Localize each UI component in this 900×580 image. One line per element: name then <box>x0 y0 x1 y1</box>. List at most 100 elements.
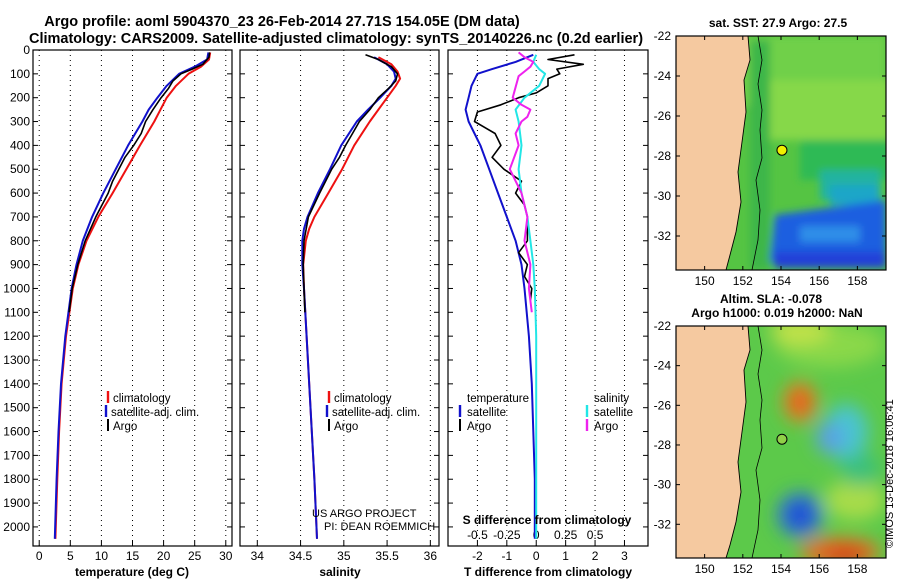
map-y-tick-label: -24 <box>654 69 672 83</box>
y-tick-label: 1400 <box>3 377 30 391</box>
salinity-legend: climatology satellite-adj. clim. Argo <box>325 391 420 433</box>
x-tick-label: 35 <box>337 549 351 563</box>
legend-temperature-title: temperature <box>467 393 529 405</box>
s-tick-label: -0.5 <box>467 528 488 542</box>
sst-land-mass <box>676 36 750 270</box>
s-difference-label: S difference from climatology <box>463 513 632 527</box>
temperature-legend: climatology satellite-adj. clim. Argo <box>104 391 199 433</box>
sst-coastline <box>725 36 751 270</box>
y-tick-label: 1600 <box>3 425 30 439</box>
x-tick-label: 2 <box>592 549 599 563</box>
legend-satellite-adj: satellite-adj. clim. <box>332 407 420 419</box>
sla-land-mass <box>676 326 750 558</box>
salinity-x-label: salinity <box>319 565 361 579</box>
y-tick-label: 700 <box>10 210 30 224</box>
x-tick-label: 34 <box>251 549 265 563</box>
salinity-plot-frame <box>239 49 440 547</box>
credit-pi: PI: DEAN ROEMMICH <box>324 521 435 533</box>
x-tick-label: 25 <box>188 549 202 563</box>
difference-axis-ticks: -2 -1 0 1 2 3-0.5 -0.25 0 0.25 0.5 <box>448 49 648 563</box>
y-tick-label: 1800 <box>3 472 30 486</box>
x-tick-label: 0 <box>533 549 540 563</box>
sla-map-axis-ticks: 150 152 154 156 158 -22 -24 -26 -28 -30 -32 <box>654 319 886 576</box>
map-y-tick-label: -26 <box>654 109 672 123</box>
x-tick-label: 35.5 <box>375 549 399 563</box>
x-tick-label: 0 <box>36 549 43 563</box>
salinity-axis-ticks: 34 34.5 35 35.5 36 <box>240 49 439 563</box>
map-y-tick-label: -28 <box>654 438 672 452</box>
sla-coastline <box>725 326 751 558</box>
x-tick-label: -2 <box>472 549 483 563</box>
map-x-tick-label: 158 <box>847 274 867 288</box>
x-tick-label: 30 <box>219 549 233 563</box>
y-tick-label: 1700 <box>3 448 30 462</box>
map-x-tick-label: 150 <box>695 562 715 576</box>
difference-legend: temperature satellite Argo salinity sate… <box>458 393 633 433</box>
legend-argo: Argo <box>113 421 137 433</box>
temperature-panel: 0 5 10 15 20 25 300100200300400500600700800900… <box>3 43 232 579</box>
map-y-tick-label: -32 <box>654 229 672 243</box>
temperature-plot-frame <box>32 49 233 547</box>
series-line-argo <box>68 52 211 313</box>
salinity-panel: 34 34.5 35 35.5 36 salinity climatology sate… <box>239 49 440 579</box>
sla-map-title-line1: Altim. SLA: -0.078 <box>720 292 822 306</box>
sst-map-field <box>676 36 886 270</box>
legend-temp-argo: Argo <box>467 421 491 433</box>
s-tick-label: -0.25 <box>493 528 521 542</box>
legend-climatology: climatology <box>113 393 171 405</box>
difference-series-lines <box>464 51 585 539</box>
y-tick-label: 1100 <box>4 305 30 319</box>
series-line-temperature-satellite <box>464 53 536 539</box>
sla-argo-location-marker <box>776 433 788 445</box>
temperature-series-lines <box>53 52 212 539</box>
salinity-gridlines <box>256 50 431 546</box>
y-tick-label: 800 <box>10 234 30 248</box>
map-y-tick-label: -30 <box>654 189 672 203</box>
sla-map-title-line2: Argo h1000: 0.019 h2000: NaN <box>691 306 862 320</box>
map-y-tick-label: -24 <box>654 359 672 373</box>
legend-salinity-title: salinity <box>594 393 629 405</box>
imos-watermark: ©IMOS 13-Dec-2018 16:06:41 <box>884 399 896 548</box>
y-tick-label: 1900 <box>3 496 30 510</box>
salinity-series-lines <box>301 54 402 539</box>
map-x-tick-label: 154 <box>771 274 791 288</box>
y-tick-label: 300 <box>10 115 30 129</box>
y-tick-label: 500 <box>10 162 30 176</box>
sst-map-panel: sat. SST: 27.9 Argo: 27.5 150 152 154 156 15… <box>654 16 887 288</box>
map-y-tick-label: -30 <box>654 478 672 492</box>
map-y-tick-label: -22 <box>654 29 672 43</box>
y-tick-label: 2000 <box>3 520 30 534</box>
x-tick-label: 1 <box>562 549 569 563</box>
map-x-tick-label: 156 <box>809 562 829 576</box>
temperature-x-label: temperature (deg C) <box>75 565 189 579</box>
map-x-tick-label: 154 <box>771 562 791 576</box>
legend-argo: Argo <box>334 421 358 433</box>
sla-map-panel: Altim. SLA: -0.078 Argo h1000: 0.019 h20… <box>654 292 887 576</box>
y-tick-label: 100 <box>10 67 30 81</box>
map-x-tick-label: 152 <box>733 562 753 576</box>
series-line-satellite-adj-clim- <box>301 56 397 539</box>
series-line-satellite-adj-clim- <box>53 52 210 539</box>
x-tick-label: 5 <box>67 549 74 563</box>
legend-sal-argo: Argo <box>594 421 618 433</box>
series-line-temperature-argo <box>473 54 585 301</box>
y-tick-label: 1300 <box>3 353 30 367</box>
sst-map-title: sat. SST: 27.9 Argo: 27.5 <box>709 16 848 30</box>
x-tick-label: 3 <box>621 549 628 563</box>
y-tick-label: 0 <box>23 43 30 57</box>
y-tick-label: 900 <box>10 258 30 272</box>
difference-gridlines <box>476 50 625 546</box>
x-tick-label: 34.5 <box>289 549 313 563</box>
credit-project: US ARGO PROJECT <box>312 508 417 520</box>
map-x-tick-label: 150 <box>695 274 715 288</box>
legend-temp-satellite: satellite <box>467 407 506 419</box>
sla-map-field <box>676 326 886 558</box>
sst-map-axis-ticks: 150 152 154 156 158 -22 -24 -26 -28 -30 -32 <box>654 29 886 288</box>
map-x-tick-label: 152 <box>733 274 753 288</box>
y-tick-label: 1200 <box>3 329 30 343</box>
figure-title-line2: Climatology: CARS2009. Satellite-adjuste… <box>29 31 643 47</box>
legend-satellite-adj: satellite-adj. clim. <box>111 407 199 419</box>
x-tick-label: 10 <box>95 549 109 563</box>
